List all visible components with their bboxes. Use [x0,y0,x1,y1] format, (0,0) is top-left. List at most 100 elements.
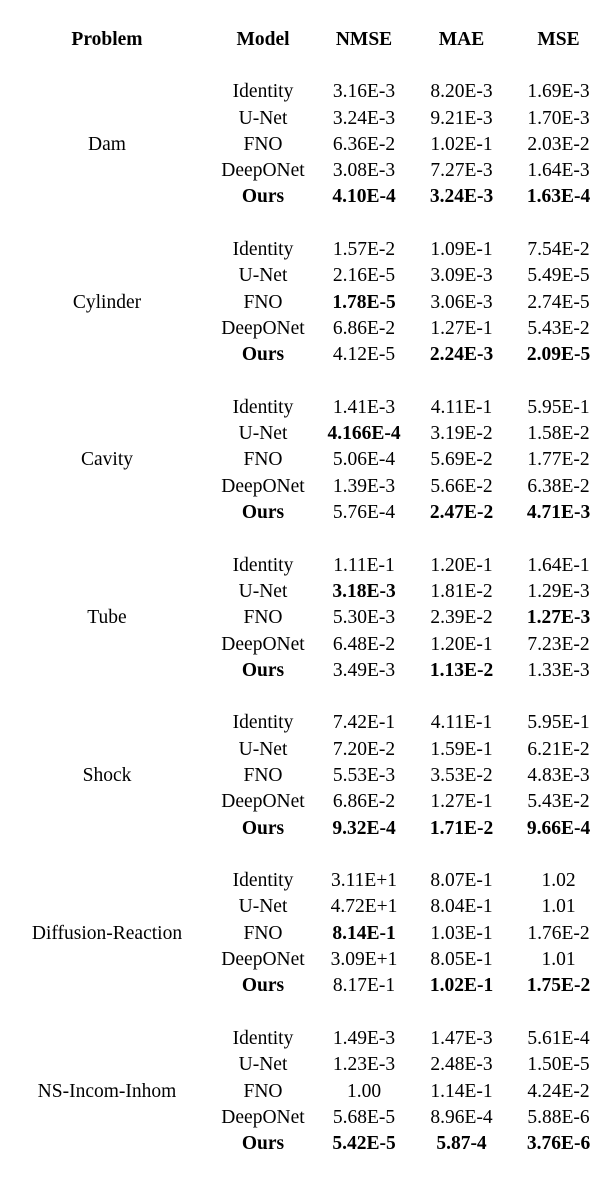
table-row: Ours 3.49E-3 1.13E-2 1.33E-3 [3,657,607,683]
mse-value-cell: 1.75E-2 [526,975,591,997]
problem-name-cell: Cylinder [72,291,142,313]
mse-value-cell: 1.33E-3 [527,659,590,681]
nmse-value-cell: 6.86E-2 [332,317,396,339]
nmse-value-cell: 8.14E-1 [332,922,396,944]
model-name-cell: Ours [241,659,285,681]
mse-value-cell: 1.58E-2 [527,423,590,445]
mae-value-cell: 9.21E-3 [430,107,493,129]
model-name-cell: U-Net [238,1054,288,1076]
nmse-value-cell: 3.16E-3 [332,81,396,103]
model-name-cell: Ours [241,817,285,839]
table-row: FNO 6.36E-2 1.02E-1 2.03E-2 [3,131,607,157]
column-header-mae: MAE [438,28,485,50]
mse-value-cell: 1.29E-3 [527,580,590,602]
mae-value-cell: 3.09E-3 [430,265,493,287]
group-separator-rule [3,842,607,868]
mae-value-cell: 3.06E-3 [430,291,493,313]
table-row: FNO 5.53E-3 3.53E-2 4.83E-3 [3,763,607,789]
model-name-cell: Ours [241,186,285,208]
model-name-cell: Ours [241,344,285,366]
nmse-value-cell: 8.17E-1 [332,975,396,997]
nmse-value-cell: 3.09E+1 [330,949,398,971]
table-header-row: Problem Model NMSE MAE MSE [3,26,607,52]
table-row: DeepONet 3.08E-3 7.27E-3 1.64E-3 [3,158,607,184]
nmse-value-cell: 7.42E-1 [332,712,396,734]
nmse-value-cell: 1.78E-5 [332,291,396,313]
nmse-value-cell: 9.32E-4 [332,817,396,839]
mse-value-cell: 1.69E-3 [527,81,590,103]
horizontal-rule [3,210,607,236]
mae-value-cell: 1.02E-1 [429,975,494,997]
model-name-cell: DeepONet [221,475,305,497]
model-name-cell: DeepONet [221,317,305,339]
table-row: Ours 4.12E-5 2.24E-3 2.09E-5 [3,342,607,368]
mse-value-cell: 1.76E-2 [527,922,590,944]
mae-value-cell: 1.20E-1 [430,633,493,655]
table-row: FNO 8.14E-1 1.03E-1 1.76E-2 [3,920,607,946]
nmse-value-cell: 5.76E-4 [332,502,396,524]
table-row: Ours 5.76E-4 2.47E-2 4.71E-3 [3,500,607,526]
model-name-cell: U-Net [238,896,288,918]
column-header-nmse: NMSE [335,28,393,50]
mae-value-cell: 1.59E-1 [430,738,493,760]
table-row: Ours 9.32E-4 1.71E-2 9.66E-4 [3,815,607,841]
mse-value-cell: 5.43E-2 [527,791,590,813]
table-row: NS-Incom-Inhom Identity 1.49E-3 1.47E-3 5.61… [3,1026,607,1101]
problem-name-cell: NS-Incom-Inhom [37,1080,177,1102]
model-name-cell: Identity [232,396,294,418]
nmse-value-cell: 6.86E-2 [332,791,396,813]
table-row: Shock Identity 7.42E-1 4.11E-1 5.95E-1 [3,710,607,785]
nmse-value-cell: 3.24E-3 [332,107,396,129]
mse-value-cell: 3.76E-6 [526,1133,591,1155]
mae-value-cell: 1.27E-1 [430,791,493,813]
nmse-value-cell: 1.49E-3 [332,1027,396,1049]
mse-value-cell: 6.21E-2 [527,738,590,760]
mse-value-cell: 1.02 [541,870,576,892]
mse-value-cell: 1.01 [541,949,576,971]
model-name-cell: U-Net [238,265,288,287]
model-name-cell: FNO [243,765,283,786]
horizontal-rule [3,842,607,868]
mse-value-cell: 2.03E-2 [527,133,590,155]
mse-value-cell: 1.77E-2 [527,449,590,471]
nmse-value-cell: 3.49E-3 [332,659,396,681]
results-table: Problem Model NMSE MAE MSE Dam Identity 3.16E-3… [3,0,607,1183]
model-name-cell: Identity [232,239,294,261]
nmse-value-cell: 5.06E-4 [332,449,396,471]
table-row: FNO 1.78E-5 3.06E-3 2.74E-5 [3,289,607,315]
mse-value-cell: 5.95E-1 [527,712,590,734]
mae-value-cell: 5.66E-2 [430,475,493,497]
table-row: U-Net 2.16E-5 3.09E-3 5.49E-5 [3,263,607,289]
nmse-value-cell: 4.12E-5 [332,344,396,366]
model-name-cell: Identity [232,554,294,576]
nmse-value-cell: 1.41E-3 [332,396,396,418]
model-name-cell: DeepONet [221,1106,305,1128]
nmse-value-cell: 5.68E-5 [332,1106,396,1128]
mae-value-cell: 8.96E-4 [430,1106,493,1128]
model-name-cell: Ours [241,1133,285,1155]
mae-value-cell: 1.14E-1 [430,1080,493,1102]
model-name-cell: FNO [243,291,283,313]
model-name-cell: Identity [232,870,294,892]
mse-value-cell: 6.38E-2 [527,475,590,497]
mae-value-cell: 7.27E-3 [430,160,493,182]
mae-value-cell: 1.20E-1 [430,554,493,576]
group-separator-rule [3,684,607,710]
table-row: Cylinder Identity 1.57E-2 1.09E-1 7.54E-2 [3,237,607,312]
mse-value-cell: 5.43E-2 [527,317,590,339]
table-row: Diffusion-Reaction Identity 3.11E+1 8.07E-1… [3,868,607,943]
mae-value-cell: 3.53E-2 [430,765,493,786]
nmse-value-cell: 1.11E-1 [333,554,395,576]
table-row: Tube Identity 1.11E-1 1.20E-1 1.64E-1 [3,552,607,627]
horizontal-rule [3,368,607,394]
model-name-cell: DeepONet [221,791,305,813]
nmse-value-cell: 4.72E+1 [330,896,398,918]
mse-value-cell: 2.74E-5 [527,291,590,313]
table-row: FNO 5.30E-3 2.39E-2 1.27E-3 [3,605,607,631]
nmse-value-cell: 6.48E-2 [332,633,396,655]
nmse-value-cell: 4.10E-4 [332,186,396,208]
horizontal-rule [3,53,607,79]
model-name-cell: Ours [241,502,285,524]
mae-value-cell: 1.47E-3 [430,1027,493,1049]
horizontal-rule [3,1157,607,1183]
